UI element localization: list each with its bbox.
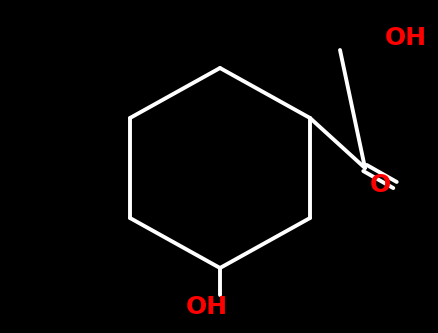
Text: O: O	[369, 173, 390, 197]
Text: OH: OH	[186, 295, 228, 319]
Text: OH: OH	[384, 26, 426, 50]
